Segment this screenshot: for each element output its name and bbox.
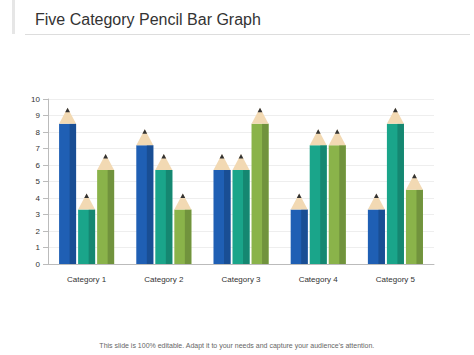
svg-text:10: 10: [31, 95, 40, 104]
svg-text:7: 7: [36, 144, 41, 153]
svg-text:8: 8: [36, 128, 41, 137]
svg-text:1: 1: [36, 243, 41, 252]
svg-text:Category 5: Category 5: [376, 275, 416, 284]
svg-text:2: 2: [36, 227, 41, 236]
svg-text:Category 2: Category 2: [144, 275, 184, 284]
svg-text:6: 6: [36, 161, 41, 170]
svg-text:Five Category Pencil Bar Graph: Five Category Pencil Bar Graph: [35, 11, 261, 28]
svg-text:4: 4: [36, 194, 41, 203]
svg-text:0: 0: [36, 260, 41, 269]
svg-text:This slide is 100% editable. A: This slide is 100% editable. Adapt it to…: [99, 342, 374, 350]
svg-text:9: 9: [36, 111, 41, 120]
svg-text:Category 4: Category 4: [299, 275, 339, 284]
svg-text:Category 3: Category 3: [221, 275, 261, 284]
svg-text:5: 5: [36, 177, 41, 186]
svg-text:3: 3: [36, 210, 41, 219]
svg-text:Category 1: Category 1: [67, 275, 107, 284]
